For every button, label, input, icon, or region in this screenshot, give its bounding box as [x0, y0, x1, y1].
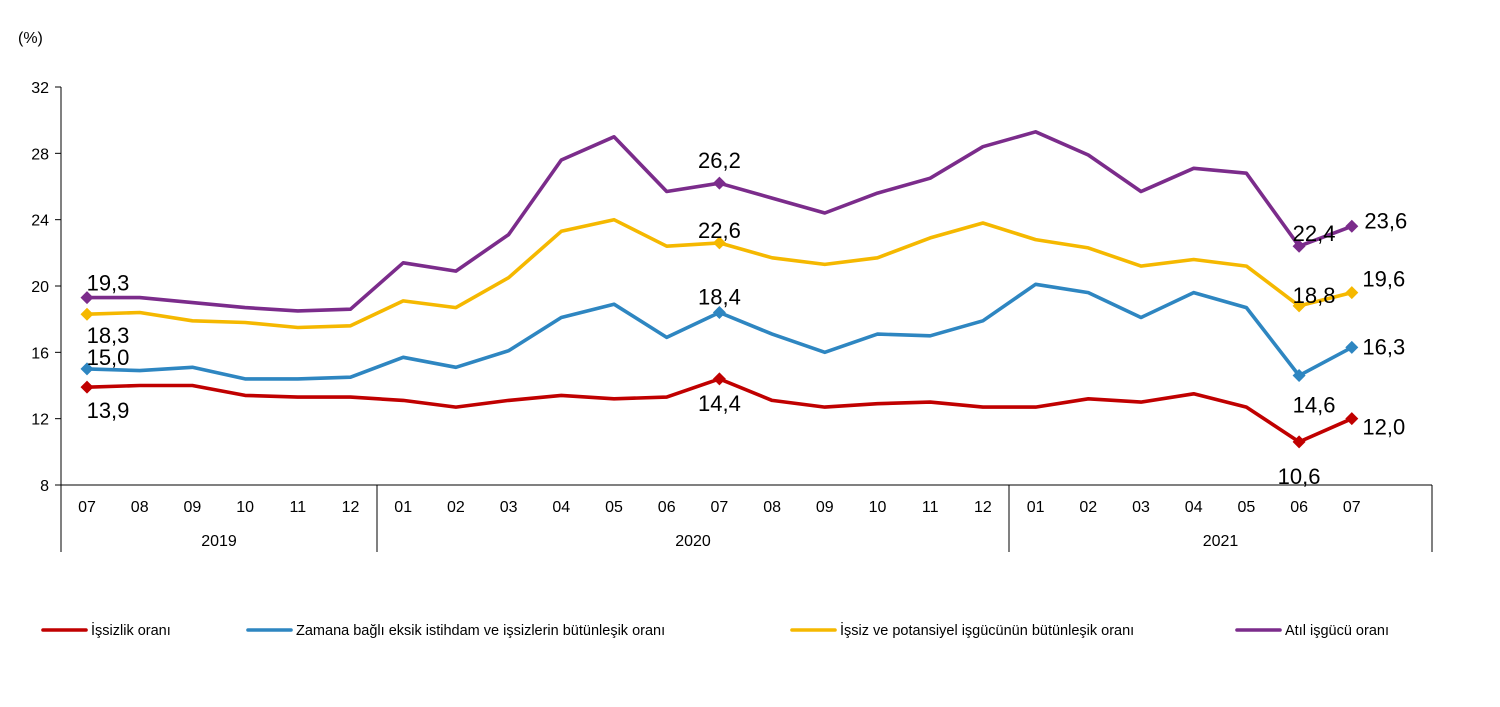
- y-tick-label: 32: [31, 80, 49, 97]
- x-tick-label: 10: [869, 499, 887, 516]
- x-tick-label: 11: [289, 499, 306, 516]
- x-tick-label: 07: [711, 499, 729, 516]
- x-group-label: 2020: [675, 533, 711, 550]
- x-tick-label: 07: [78, 499, 96, 516]
- legend-label: Atıl işgücü oranı: [1285, 623, 1389, 639]
- data-label: 16,3: [1362, 334, 1405, 359]
- data-label: 22,4: [1293, 221, 1336, 246]
- legend-label: İşsizlik oranı: [91, 621, 171, 639]
- y-tick-label: 24: [31, 213, 49, 230]
- y-axis: 8 12 16 20 24 28 32: [31, 80, 62, 495]
- x-tick-label: 05: [605, 499, 623, 516]
- data-point-marker: [1292, 239, 1306, 253]
- data-label: 12,0: [1362, 415, 1405, 440]
- data-point-marker: [712, 372, 726, 386]
- data-label: 26,2: [698, 148, 741, 173]
- x-tick-label: 10: [236, 499, 254, 516]
- data-label: 14,6: [1293, 393, 1336, 418]
- data-point-marker: [712, 236, 726, 250]
- x-tick-label: 03: [1132, 499, 1150, 516]
- data-label: 19,3: [87, 271, 130, 296]
- legend: İşsizlik oranı Zamana bağlı eksik istihda…: [41, 621, 1389, 639]
- data-label: 23,6: [1364, 208, 1407, 233]
- x-tick-label: 06: [658, 499, 676, 516]
- x-tick-label: 11: [922, 499, 939, 516]
- data-point-marker: [80, 380, 94, 394]
- x-tick-label: 04: [552, 499, 570, 516]
- x-tick-label: 01: [1027, 499, 1045, 516]
- data-point-marker: [80, 307, 94, 321]
- x-tick-label: 06: [1290, 499, 1308, 516]
- data-point-marker: [712, 306, 726, 320]
- data-label: 10,6: [1278, 464, 1321, 489]
- data-labels: 13,9 14,4 10,6 12,0 15,0 18,4 14,6 16,3 18,3 22,6…: [87, 148, 1408, 489]
- y-tick-label: 16: [31, 345, 49, 362]
- legend-label: İşsiz ve potansiyel işgücünün bütünleşik…: [840, 621, 1134, 639]
- x-tick-label: 02: [1079, 499, 1097, 516]
- data-label: 18,4: [698, 285, 741, 310]
- x-tick-label: 08: [763, 499, 781, 516]
- x-tick-label: 12: [342, 499, 360, 516]
- x-tick-label: 09: [184, 499, 202, 516]
- data-label: 18,3: [87, 323, 130, 348]
- x-tick-label: 12: [974, 499, 992, 516]
- data-point-marker: [712, 176, 726, 190]
- data-point-marker: [1292, 369, 1306, 383]
- x-tick-label: 09: [816, 499, 834, 516]
- data-point-marker: [1345, 219, 1359, 233]
- data-point-marker: [1345, 412, 1359, 426]
- x-group-label: 2019: [201, 533, 237, 550]
- y-tick-label: 28: [31, 146, 49, 163]
- data-point-marker: [80, 362, 94, 376]
- x-tick-label: 07: [1343, 499, 1361, 516]
- y-tick-label: 12: [31, 412, 49, 429]
- data-point-marker: [80, 291, 94, 305]
- x-tick-label: 04: [1185, 499, 1203, 516]
- data-label: 22,6: [698, 218, 741, 243]
- legend-label: Zamana bağlı eksik istihdam ve işsizleri…: [296, 623, 665, 639]
- x-tick-label: 05: [1238, 499, 1256, 516]
- x-tick-label: 03: [500, 499, 518, 516]
- series-markers: [80, 176, 1359, 449]
- data-point-marker: [1292, 299, 1306, 313]
- x-tick-label: 01: [394, 499, 412, 516]
- data-point-marker: [1292, 435, 1306, 449]
- data-point-marker: [1345, 340, 1359, 354]
- x-tick-label: 02: [447, 499, 465, 516]
- x-group-label: 2021: [1203, 533, 1239, 550]
- y-tick-label: 20: [31, 279, 49, 296]
- x-tick-label: 08: [131, 499, 149, 516]
- x-axis: 07 08 09 10 11 12 01 02 03 04 05 06 07 08 09 10 11 12 01 02…: [60, 484, 1433, 552]
- data-label: 19,6: [1362, 267, 1405, 292]
- data-point-marker: [1345, 286, 1359, 300]
- data-label: 13,9: [87, 398, 130, 423]
- data-label: 15,0: [87, 345, 130, 370]
- unit-label: (%): [18, 30, 43, 47]
- data-label: 18,8: [1293, 283, 1336, 308]
- y-tick-label: 8: [40, 478, 49, 495]
- data-label: 14,4: [698, 391, 741, 416]
